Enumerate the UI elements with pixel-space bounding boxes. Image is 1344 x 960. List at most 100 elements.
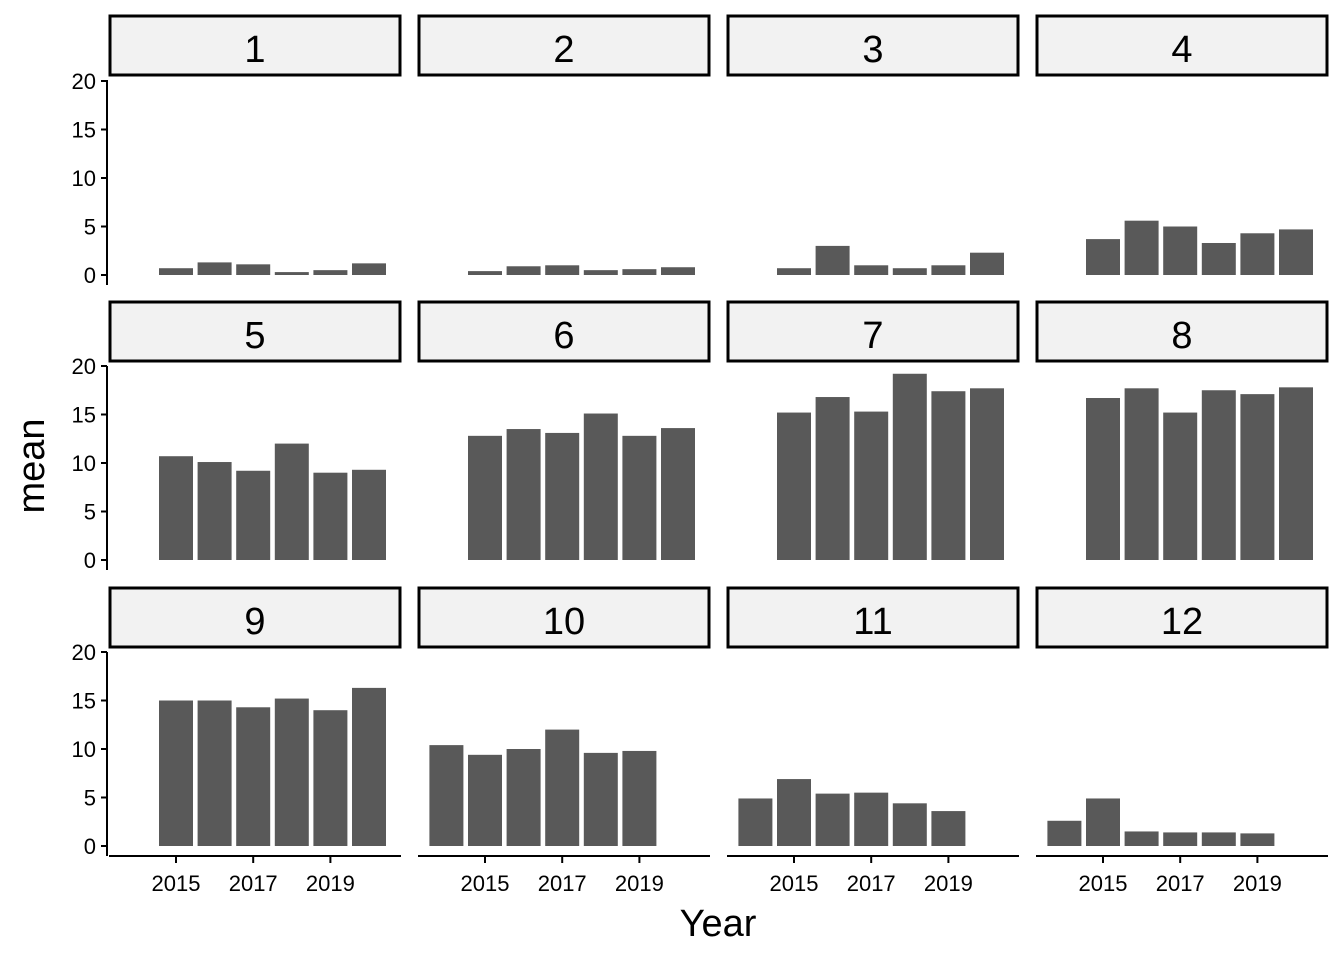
x-tick-label: 2019 [1233, 871, 1282, 896]
bar [352, 687, 386, 846]
bar [970, 388, 1004, 560]
x-tick-label: 2015 [152, 871, 201, 896]
bar [815, 397, 850, 560]
bar [583, 752, 618, 846]
bar [1201, 390, 1236, 560]
y-tick-label: 20 [72, 640, 96, 665]
bar [545, 265, 580, 275]
strip-background [417, 300, 711, 363]
bar [1086, 239, 1120, 275]
strip-background [108, 14, 402, 77]
bar [777, 268, 811, 275]
strip-background [1035, 586, 1329, 649]
y-tick-label: 15 [72, 403, 96, 428]
strip-label: 11 [853, 601, 892, 643]
bar [159, 700, 193, 846]
strip-label: 12 [1161, 601, 1203, 643]
y-tick-label: 0 [84, 548, 96, 573]
bar [931, 811, 966, 846]
bar [661, 267, 695, 275]
bar [777, 779, 811, 846]
bar [545, 729, 580, 846]
strip-background [108, 300, 402, 363]
y-tick-label: 5 [84, 786, 96, 811]
bar [506, 429, 541, 560]
y-axis-title: mean [11, 418, 53, 513]
x-tick-label: 2019 [615, 871, 664, 896]
bar [1086, 398, 1120, 560]
panel-10: 10 2015 2017 2019 [417, 586, 711, 896]
panel-8: 8 [1035, 300, 1329, 560]
bar [777, 412, 811, 560]
bar [159, 456, 193, 560]
bar [661, 428, 695, 560]
panel-5: 5 0 5 10 15 20 [72, 300, 402, 573]
bar [1240, 833, 1275, 846]
bar [854, 265, 889, 275]
bar [1279, 229, 1313, 275]
y-tick-label: 0 [84, 263, 96, 288]
panel-7: 7 [726, 300, 1020, 560]
strip-label: 6 [553, 315, 574, 357]
y-tick-label: 20 [72, 69, 96, 94]
x-tick-label: 2015 [770, 871, 819, 896]
bar [1240, 233, 1275, 275]
bar [274, 272, 309, 275]
bar [622, 269, 657, 275]
strip-background [417, 14, 711, 77]
bar [1163, 226, 1198, 275]
bar [1163, 412, 1198, 560]
strip-background [726, 586, 1020, 649]
bar [313, 270, 348, 275]
strip-label: 7 [862, 315, 883, 357]
bar [236, 707, 271, 846]
strip-label: 5 [244, 315, 265, 357]
bar [1047, 820, 1082, 846]
bar [468, 435, 502, 560]
bar [1124, 831, 1159, 846]
bar [313, 472, 348, 560]
bar [1124, 388, 1159, 560]
bar [1240, 394, 1275, 560]
bar [545, 432, 580, 560]
strip-background [1035, 14, 1329, 77]
x-tick-label: 2017 [229, 871, 278, 896]
y-tick-label: 5 [84, 500, 96, 525]
bar [931, 265, 966, 275]
panel-3: 3 [726, 14, 1020, 275]
bar [352, 263, 386, 275]
bar [583, 413, 618, 560]
strip-label: 1 [244, 29, 265, 71]
x-tick-label: 2017 [538, 871, 587, 896]
bar [274, 443, 309, 560]
strip-label: 3 [862, 29, 883, 71]
bar [892, 803, 927, 846]
bar [892, 373, 927, 560]
y-tick-label: 0 [84, 834, 96, 859]
bar [1163, 832, 1198, 846]
bar [738, 798, 773, 846]
panel-9: 9 0 5 10 15 20 2015 2017 2019 [72, 586, 402, 896]
y-tick-label: 15 [72, 689, 96, 714]
x-tick-label: 2015 [1079, 871, 1128, 896]
bar [506, 266, 541, 275]
bar [931, 391, 966, 560]
x-axis-title: Year [680, 903, 757, 945]
bar [815, 793, 850, 846]
bar [1124, 220, 1159, 275]
strip-label: 9 [244, 601, 265, 643]
y-tick-label: 5 [84, 215, 96, 240]
bar [468, 271, 502, 275]
strip-background [726, 300, 1020, 363]
panel-6: 6 [417, 300, 711, 560]
bar [1201, 242, 1236, 275]
bar [1279, 387, 1313, 560]
bar [892, 268, 927, 275]
bar [197, 700, 232, 846]
bar [622, 435, 657, 560]
x-tick-label: 2017 [847, 871, 896, 896]
bar [583, 270, 618, 275]
bar [236, 470, 271, 560]
bar [313, 710, 348, 846]
